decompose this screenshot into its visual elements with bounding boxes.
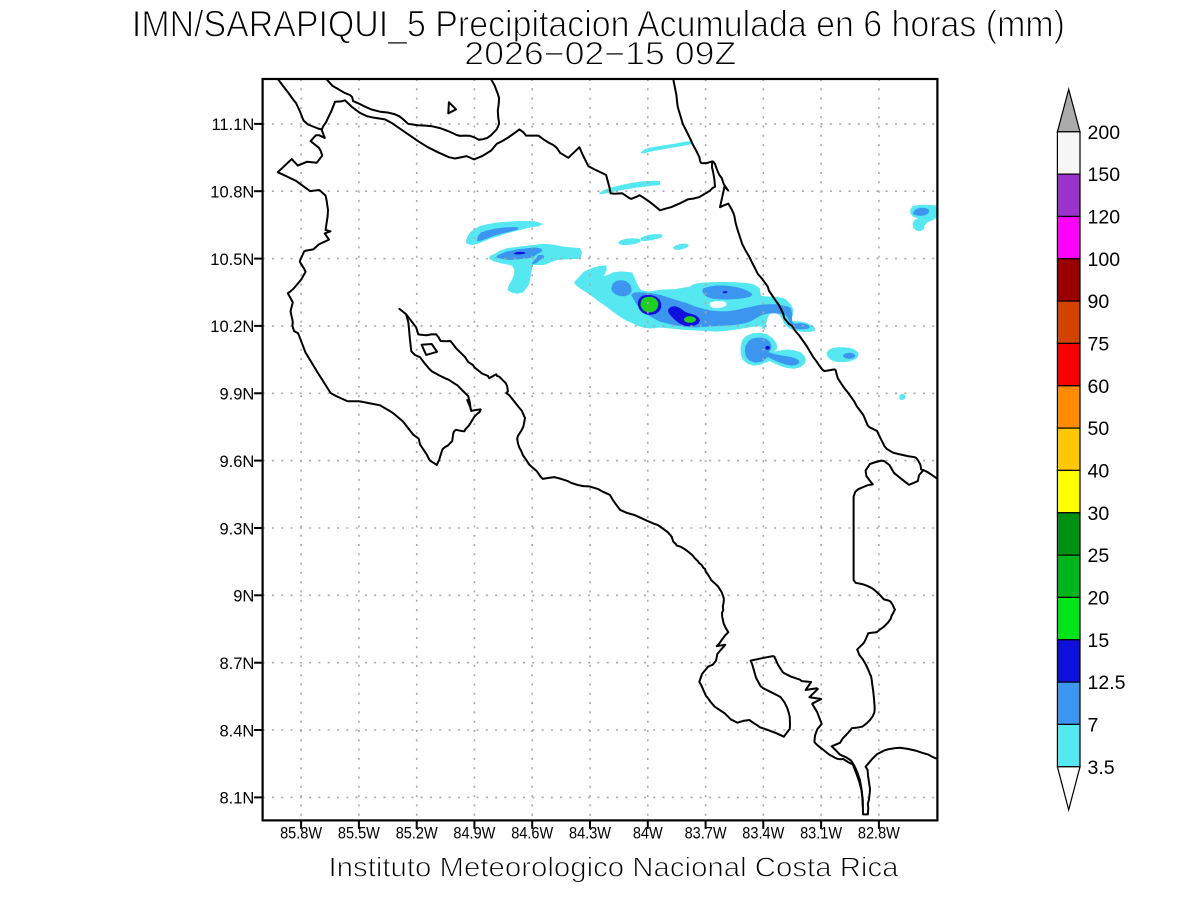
svg-text:8.7N: 8.7N <box>219 655 254 673</box>
svg-text:10.2N: 10.2N <box>210 318 254 336</box>
svg-text:7: 7 <box>1088 714 1099 736</box>
svg-text:85.5W: 85.5W <box>338 825 380 843</box>
svg-text:12.5: 12.5 <box>1088 672 1126 694</box>
svg-text:3.5: 3.5 <box>1088 757 1115 779</box>
svg-text:100: 100 <box>1088 249 1121 271</box>
svg-text:83.1W: 83.1W <box>800 825 842 843</box>
svg-text:10.8N: 10.8N <box>210 184 254 202</box>
svg-text:200: 200 <box>1088 122 1121 144</box>
svg-text:84.6W: 84.6W <box>511 825 553 843</box>
svg-text:8.1N: 8.1N <box>219 790 254 808</box>
svg-text:90: 90 <box>1088 291 1110 313</box>
svg-text:10.5N: 10.5N <box>210 251 254 269</box>
svg-text:8.4N: 8.4N <box>219 722 254 740</box>
svg-text:15: 15 <box>1088 630 1110 652</box>
svg-text:20: 20 <box>1088 587 1110 609</box>
svg-text:85.8W: 85.8W <box>280 825 322 843</box>
svg-text:2026−02−15 09Z: 2026−02−15 09Z <box>464 36 736 72</box>
svg-text:83.7W: 83.7W <box>685 825 727 843</box>
svg-text:Instituto Meteorologico Nacion: Instituto Meteorologico Nacional Costa R… <box>329 852 900 883</box>
svg-text:IMN/SARAPIQUI_5 Precipitacion: IMN/SARAPIQUI_5 Precipitacion Acumulada … <box>132 3 1065 45</box>
svg-text:9.9N: 9.9N <box>219 386 254 404</box>
svg-text:82.8W: 82.8W <box>858 825 900 843</box>
svg-text:40: 40 <box>1088 460 1110 482</box>
svg-text:84.3W: 84.3W <box>569 825 611 843</box>
svg-text:11.1N: 11.1N <box>211 116 254 134</box>
svg-text:120: 120 <box>1088 207 1121 229</box>
svg-text:50: 50 <box>1088 418 1110 440</box>
svg-text:9N: 9N <box>233 588 254 606</box>
svg-text:25: 25 <box>1088 545 1110 567</box>
svg-text:83.4W: 83.4W <box>742 825 784 843</box>
svg-text:150: 150 <box>1088 164 1121 186</box>
svg-text:30: 30 <box>1088 503 1110 525</box>
svg-text:84W: 84W <box>633 825 663 843</box>
svg-text:9.6N: 9.6N <box>219 453 254 471</box>
svg-text:9.3N: 9.3N <box>219 520 254 538</box>
svg-text:85.2W: 85.2W <box>396 825 438 843</box>
svg-text:60: 60 <box>1088 376 1110 398</box>
svg-text:84.9W: 84.9W <box>453 825 495 843</box>
svg-text:75: 75 <box>1088 333 1110 355</box>
